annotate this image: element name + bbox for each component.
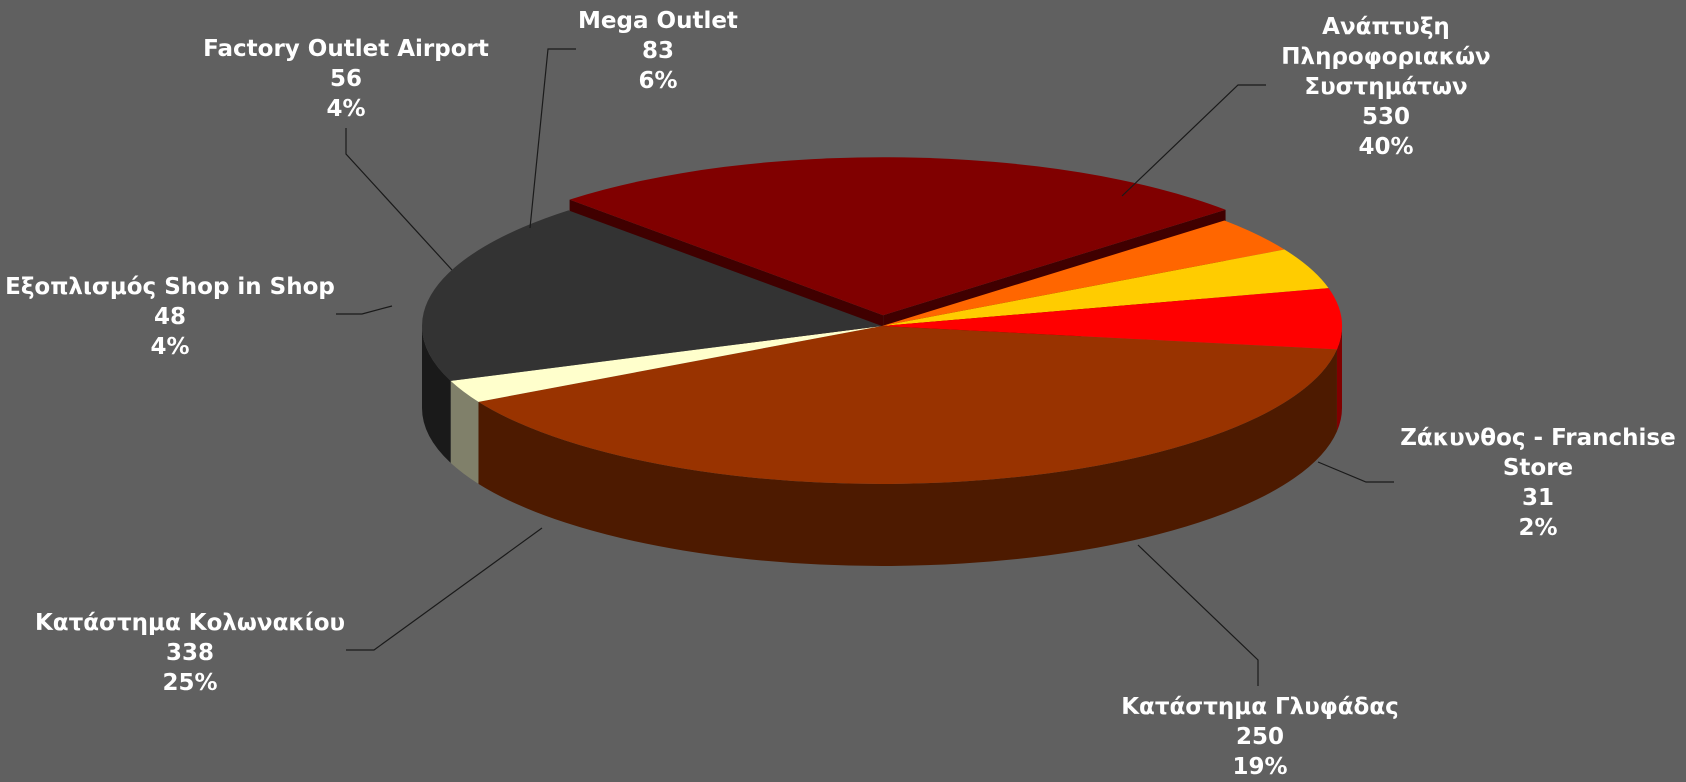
slice-label-percent: 19% bbox=[1232, 754, 1287, 780]
leader-line bbox=[336, 305, 393, 315]
pie-slice-side bbox=[1336, 326, 1342, 432]
slice-label: Mega Outlet 83 6% bbox=[578, 8, 738, 94]
pie-slice-side bbox=[450, 380, 479, 484]
pie-slice bbox=[569, 157, 1226, 316]
pie-slice bbox=[882, 249, 1329, 326]
pie-slice-side bbox=[422, 326, 451, 463]
leader-line bbox=[1121, 84, 1266, 197]
leader-line bbox=[1137, 544, 1259, 686]
leader-line bbox=[1317, 461, 1394, 483]
slice-label-name: Factory Outlet Airport bbox=[203, 36, 489, 62]
slice-label-name: Store bbox=[1503, 455, 1573, 481]
pie-slice bbox=[478, 326, 1337, 484]
slice-label-value: 56 bbox=[330, 66, 362, 92]
labels-layer: Ανάπτυξη Πληροφοριακών Συστημάτων 530 40% Ζάκ… bbox=[5, 8, 1676, 780]
slice-label-value: 83 bbox=[642, 38, 674, 64]
slice-label-percent: 2% bbox=[1518, 515, 1557, 541]
leader-lines-layer bbox=[336, 48, 1394, 686]
slice-label-name: Εξοπλισμός Shop in Shop bbox=[5, 274, 335, 300]
slice-label-name: Πληροφοριακών bbox=[1281, 44, 1490, 70]
slice-label-value: 31 bbox=[1522, 485, 1554, 511]
leader-line bbox=[529, 48, 576, 229]
slice-label-value: 250 bbox=[1236, 724, 1284, 750]
leader-line bbox=[346, 527, 543, 651]
slice-label: Εξοπλισμός Shop in Shop 48 4% bbox=[5, 274, 335, 360]
pie-slice bbox=[450, 326, 882, 402]
pie-slice bbox=[882, 288, 1342, 350]
slice-label-value: 530 bbox=[1362, 104, 1410, 130]
slice-label-name: Mega Outlet bbox=[578, 8, 738, 34]
slice-label-value: 338 bbox=[166, 640, 214, 666]
leader-line bbox=[345, 128, 453, 271]
pie-tops-layer bbox=[422, 157, 1342, 484]
slice-label-name: Ανάπτυξη bbox=[1322, 14, 1450, 40]
slice-label-percent: 40% bbox=[1358, 134, 1413, 160]
slice-label-percent: 4% bbox=[326, 96, 365, 122]
slice-label-percent: 25% bbox=[162, 670, 217, 696]
slice-label: Ζάκυνθος - Franchise Store 31 2% bbox=[1400, 425, 1675, 541]
slice-label-percent: 4% bbox=[150, 334, 189, 360]
pie-slice bbox=[422, 210, 882, 381]
slice-label: Ανάπτυξη Πληροφοριακών Συστημάτων 530 40% bbox=[1281, 14, 1490, 160]
slice-label-name: Κατάστημα Γλυφάδας bbox=[1121, 694, 1399, 720]
slice-label: Κατάστημα Γλυφάδας 250 19% bbox=[1121, 694, 1399, 780]
slice-label-value: 48 bbox=[154, 304, 186, 330]
slice-label-percent: 6% bbox=[638, 68, 677, 94]
slice-label: Factory Outlet Airport 56 4% bbox=[203, 36, 489, 122]
pie-slice bbox=[882, 220, 1285, 326]
slice-label-name: Κατάστημα Κολωνακίου bbox=[35, 610, 345, 636]
slice-label-name: Ζάκυνθος - Franchise bbox=[1400, 425, 1675, 451]
slice-label: Κατάστημα Κολωνακίου 338 25% bbox=[35, 610, 345, 696]
slice-label-name: Συστημάτων bbox=[1304, 74, 1467, 100]
pie-slice-side bbox=[478, 349, 1337, 566]
